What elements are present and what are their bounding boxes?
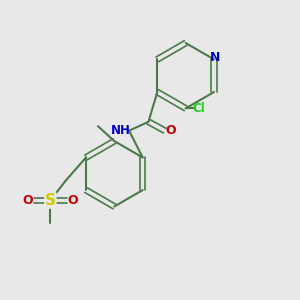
Text: N: N [210, 51, 221, 64]
Text: O: O [165, 124, 176, 137]
Text: O: O [23, 194, 33, 207]
Text: S: S [45, 193, 56, 208]
Text: Cl: Cl [193, 102, 206, 115]
Text: O: O [67, 194, 78, 207]
Text: NH: NH [111, 124, 131, 137]
